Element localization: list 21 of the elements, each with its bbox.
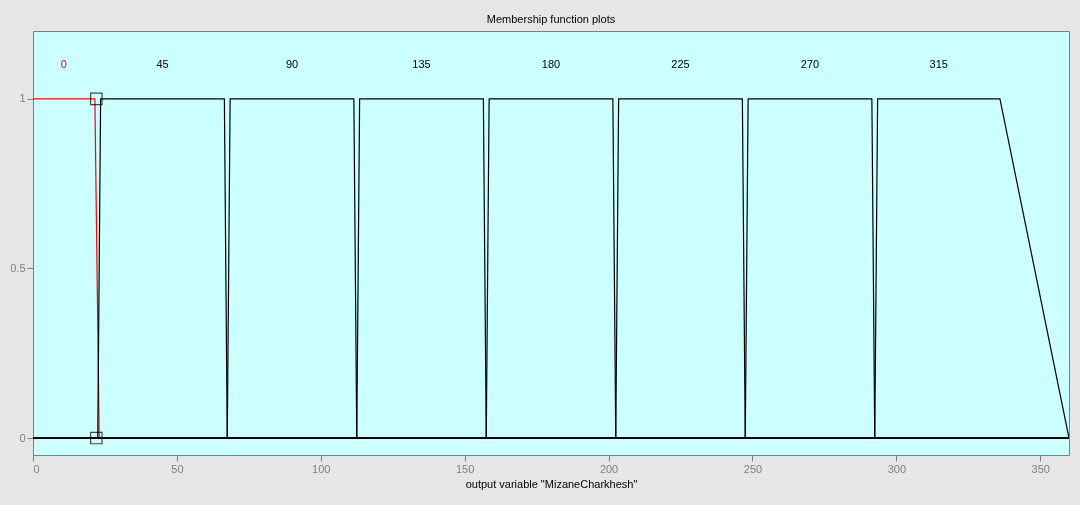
x-axis-title: output variable "MizaneCharkhesh" [465,477,638,490]
x-tick-label: 250 [743,462,763,475]
text: 225 [671,57,690,70]
y-tick-label: 0 [19,431,26,444]
x-tick-label: 50 [171,462,184,475]
text: 270 [800,57,820,70]
text: 45 [156,57,169,70]
text: 135 [412,57,431,70]
x-tick-label: 350 [1031,462,1050,475]
y-tick-label: 0.5 [10,261,26,274]
x-tick-label: 200 [599,462,619,475]
x-tick-label: 0 [33,462,40,475]
text: 315 [929,57,948,70]
x-tick-label: 300 [887,462,907,475]
text: 0 [60,57,67,70]
text: 180 [541,57,561,70]
text: 90 [285,57,299,70]
x-tick-label: 100 [312,462,331,475]
x-tick-label: 150 [455,462,475,475]
y-tick-label: 1 [19,92,26,105]
chart-title: Membership function plots [486,13,616,25]
